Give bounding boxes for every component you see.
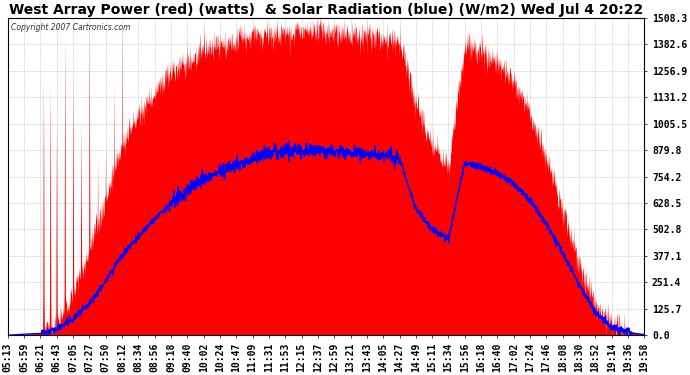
Text: Copyright 2007 Cartronics.com: Copyright 2007 Cartronics.com — [11, 23, 130, 32]
Title: West Array Power (red) (watts)  & Solar Radiation (blue) (W/m2) Wed Jul 4 20:22: West Array Power (red) (watts) & Solar R… — [9, 3, 643, 17]
